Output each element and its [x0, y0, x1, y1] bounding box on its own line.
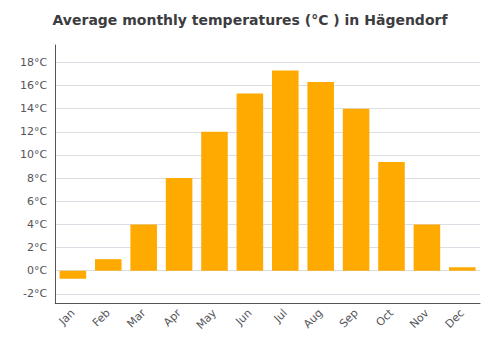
svg-text:Oct: Oct: [373, 306, 396, 329]
svg-text:4°C: 4°C: [27, 218, 47, 231]
svg-text:18°C: 18°C: [20, 56, 47, 69]
svg-text:Feb: Feb: [90, 307, 113, 330]
svg-text:Jun: Jun: [232, 307, 254, 329]
svg-text:0°C: 0°C: [27, 264, 47, 277]
svg-text:12°C: 12°C: [20, 125, 47, 138]
svg-text:10°C: 10°C: [20, 148, 47, 161]
svg-text:16°C: 16°C: [20, 79, 47, 92]
svg-text:Jul: Jul: [271, 307, 290, 326]
svg-text:8°C: 8°C: [27, 172, 47, 185]
svg-text:Nov: Nov: [407, 306, 432, 331]
svg-text:May: May: [194, 306, 220, 332]
svg-text:Sep: Sep: [337, 307, 361, 331]
svg-text:14°C: 14°C: [20, 102, 47, 115]
svg-text:Mar: Mar: [124, 306, 148, 330]
svg-text:-2°C: -2°C: [23, 287, 47, 300]
svg-text:Jan: Jan: [56, 307, 78, 329]
svg-text:Dec: Dec: [443, 307, 467, 331]
svg-text:Apr: Apr: [161, 306, 184, 329]
svg-text:Average monthly temperatures (: Average monthly temperatures (°C ) in Hä…: [53, 12, 449, 28]
svg-text:2°C: 2°C: [27, 241, 47, 254]
svg-text:Aug: Aug: [301, 307, 325, 331]
svg-text:6°C: 6°C: [27, 195, 47, 208]
